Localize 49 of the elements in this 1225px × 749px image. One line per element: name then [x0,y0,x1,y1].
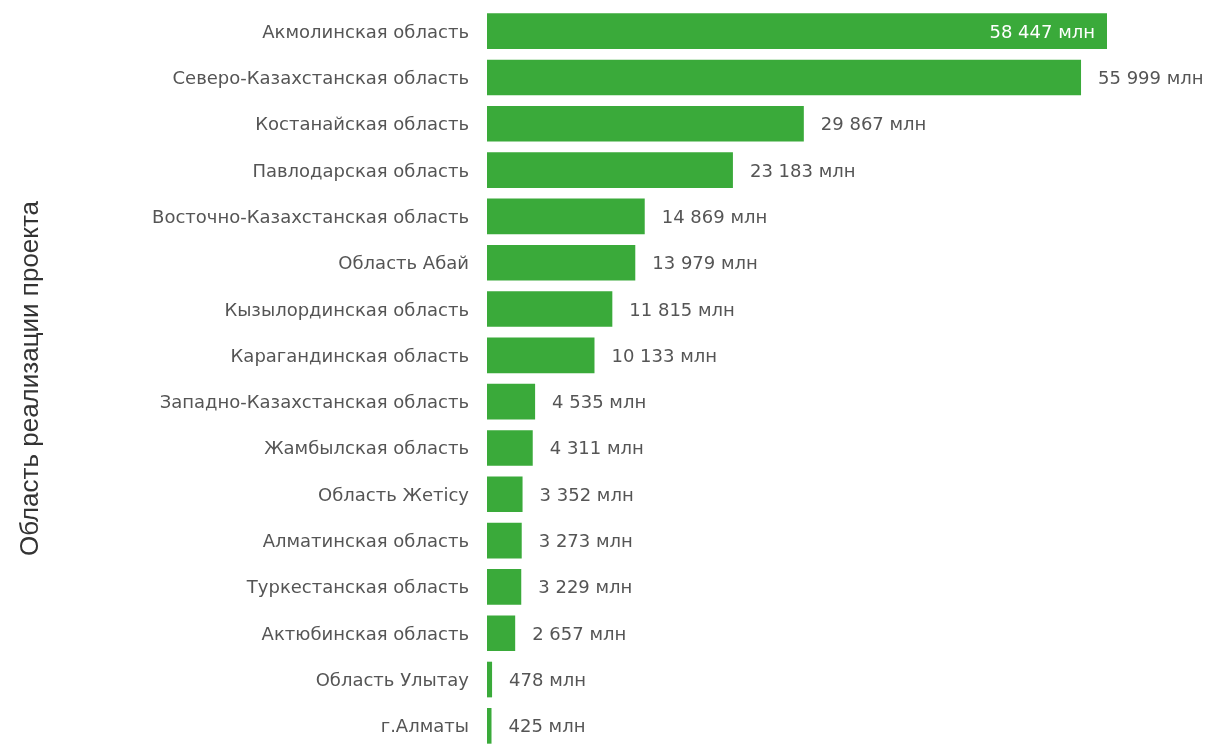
y-tick-label: Актюбинская область [261,622,469,644]
data-label: 4 535 млн [552,391,647,413]
data-label: 13 979 млн [652,252,758,274]
y-tick-label: Восточно-Казахстанская область [152,205,469,227]
data-label: 11 815 млн [629,298,735,320]
y-tick-label: Область Улытау [315,669,470,691]
bar [487,383,536,420]
y-tick-label: Костанайская область [255,113,469,135]
bar [487,105,804,142]
data-label: 3 273 млн [538,530,633,552]
bar [487,615,516,652]
bar [487,59,1082,96]
y-axis-title: Область реализации проекта [14,200,44,557]
bar [487,661,493,698]
data-label: 2 657 млн [532,622,627,644]
bar [487,337,595,374]
y-tick-label: Жамбылская область [264,437,469,459]
data-label: 55 999 млн [1098,66,1204,88]
bar [487,13,1107,49]
data-label: 3 229 млн [538,576,633,598]
data-label: 10 133 млн [611,344,718,366]
data-label: 4 311 млн [549,437,644,459]
y-tick-label: Алматинская область [262,530,469,552]
bar [487,708,492,744]
y-tick-label: Западно-Казахстанская область [159,391,469,413]
data-label: 29 867 млн [820,113,927,135]
data-label: 425 млн [508,715,586,737]
bar [487,569,522,605]
bar [487,198,645,235]
bar [487,522,522,559]
y-tick-label: Кызылординская область [224,298,469,320]
bar [487,291,613,327]
bar [487,476,523,513]
y-tick-label: Туркестанская область [245,576,469,598]
bar [487,244,636,281]
bar [487,152,733,188]
data-label: 14 869 млн [661,205,768,227]
y-tick-label: Северо-Казахстанская область [172,66,469,88]
data-label: 3 352 млн [539,483,634,505]
bar [487,430,533,466]
y-tick-label: Область Абай [338,252,469,274]
y-tick-label: г.Алматы [380,715,469,737]
data-label: 23 183 млн [749,159,856,181]
y-tick-label: Павлодарская область [252,159,469,181]
y-tick-label: Карагандинская область [230,344,469,366]
y-tick-label: Акмолинская область [262,20,469,42]
data-label: 478 млн [509,669,587,691]
y-tick-label: Область Жетісу [317,483,470,505]
data-label: 58 447 млн [989,20,1095,42]
